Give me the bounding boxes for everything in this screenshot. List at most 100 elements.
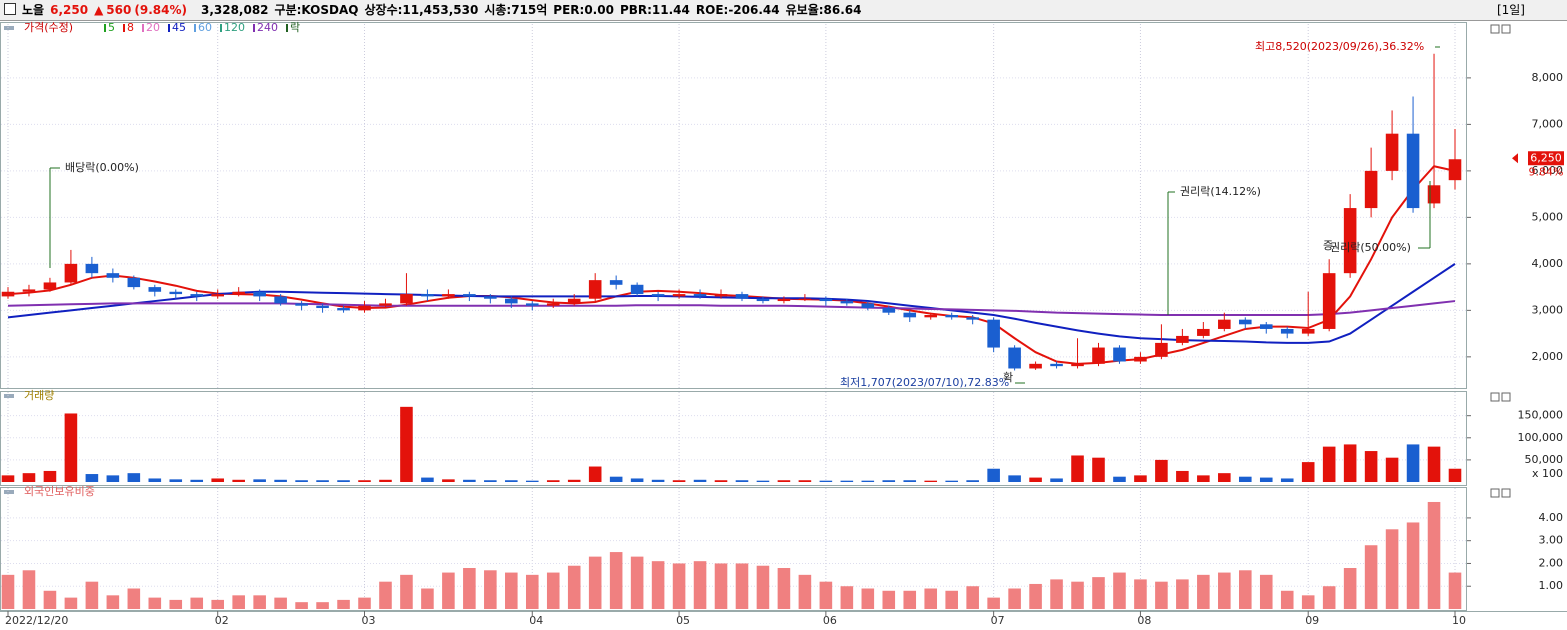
candle-body xyxy=(1343,208,1357,274)
bar xyxy=(903,480,917,482)
panel-button[interactable] xyxy=(1490,488,1500,498)
candle-body xyxy=(1259,324,1273,329)
panel-button[interactable] xyxy=(1490,392,1500,402)
y-tick-label: 8,000 xyxy=(1532,71,1564,84)
bar xyxy=(379,581,392,609)
candle-body xyxy=(1,291,15,297)
legend-label: 락 xyxy=(290,21,300,34)
bar xyxy=(505,480,518,482)
candle-body xyxy=(1301,328,1315,334)
bar xyxy=(1113,572,1126,609)
bar xyxy=(840,480,854,482)
bar xyxy=(148,478,162,482)
legend-label: 120 xyxy=(224,21,245,34)
bar xyxy=(1238,476,1252,482)
y-tick-label: 3,000 xyxy=(1532,303,1564,316)
x-tick-label: 03 xyxy=(362,614,376,627)
legend-swatch xyxy=(286,24,288,32)
bar xyxy=(274,597,287,609)
candle-body xyxy=(840,301,854,304)
price: 6,250 xyxy=(50,3,89,17)
bar xyxy=(1448,468,1462,482)
bar xyxy=(484,570,497,609)
y-tick-label: 5,000 xyxy=(1532,210,1564,223)
bar xyxy=(1427,446,1441,482)
bar xyxy=(1364,545,1378,609)
reserve: 유보율:86.64 xyxy=(785,3,862,17)
candle-body xyxy=(966,317,979,320)
period[interactable]: [1일] xyxy=(1496,3,1525,17)
annotation: 확 xyxy=(1003,371,1013,384)
bar xyxy=(442,479,455,482)
bar xyxy=(1092,457,1105,482)
panel-button[interactable] xyxy=(1501,392,1511,402)
bar xyxy=(400,574,413,609)
panel-icon xyxy=(4,490,14,494)
candle-body xyxy=(693,294,707,297)
bar xyxy=(777,568,791,609)
bar xyxy=(1322,446,1336,482)
y-tick-label: 150,000 xyxy=(1518,409,1564,422)
candle-body xyxy=(400,294,413,304)
candle-body xyxy=(211,294,225,297)
bar xyxy=(819,480,833,482)
bar xyxy=(1071,581,1084,609)
bar xyxy=(295,602,308,609)
candle-body xyxy=(777,298,791,302)
panel-button[interactable] xyxy=(1501,488,1511,498)
bar xyxy=(1218,572,1231,609)
last-pct: 9.84% xyxy=(1529,165,1564,178)
candle-body xyxy=(525,303,539,306)
bar xyxy=(903,590,917,609)
annotation: 배당락(0.00%) xyxy=(65,161,139,174)
bar xyxy=(525,574,539,609)
candle-body xyxy=(442,294,455,297)
bar xyxy=(1,574,15,609)
bar xyxy=(43,470,57,482)
x-tick-label: 06 xyxy=(823,614,837,627)
bar xyxy=(253,479,266,482)
candle-body xyxy=(148,287,162,292)
y-tick-label: 1.00 xyxy=(1539,579,1564,592)
bar xyxy=(1008,475,1021,482)
bar xyxy=(798,480,812,482)
bar xyxy=(22,473,36,482)
bar xyxy=(337,599,350,609)
last-price: 6,250 xyxy=(1530,151,1562,164)
bar xyxy=(861,480,875,482)
bar xyxy=(546,480,560,482)
bar xyxy=(148,597,162,609)
candle-body xyxy=(756,298,770,302)
bar xyxy=(43,590,57,609)
bar xyxy=(1,475,15,482)
candle-body xyxy=(127,277,141,288)
top-bar: 노을 6,250 ▲ 560 (9.84%) 3,328,082 구분:KOSDAQ 상장수:… xyxy=(0,0,1567,21)
candle-body xyxy=(1197,328,1210,336)
bar xyxy=(169,479,183,482)
bar xyxy=(1406,522,1420,609)
bar xyxy=(1071,455,1084,482)
y-tick-label: 7,000 xyxy=(1532,117,1564,130)
annotation: 권리락(50.00%) xyxy=(1330,241,1411,254)
checkbox[interactable] xyxy=(4,3,16,15)
bar xyxy=(1029,583,1042,609)
candle-body xyxy=(609,280,623,285)
bar xyxy=(232,479,245,482)
bar xyxy=(672,480,686,482)
candle-body xyxy=(1364,170,1378,209)
panel-button[interactable] xyxy=(1501,24,1511,34)
x-tick-label: 02 xyxy=(215,614,229,627)
panel-button[interactable] xyxy=(1490,24,1500,34)
legend-swatch xyxy=(194,24,196,32)
candle-body xyxy=(43,282,57,290)
per: PER:0.00 xyxy=(553,3,614,17)
bar xyxy=(400,406,413,482)
bar xyxy=(127,473,141,482)
bar xyxy=(232,595,245,609)
bar xyxy=(1343,568,1357,609)
bar xyxy=(169,599,183,609)
candle-body xyxy=(1280,328,1294,334)
bar xyxy=(106,595,120,609)
candle-body xyxy=(337,308,350,311)
candle-body xyxy=(169,291,183,295)
